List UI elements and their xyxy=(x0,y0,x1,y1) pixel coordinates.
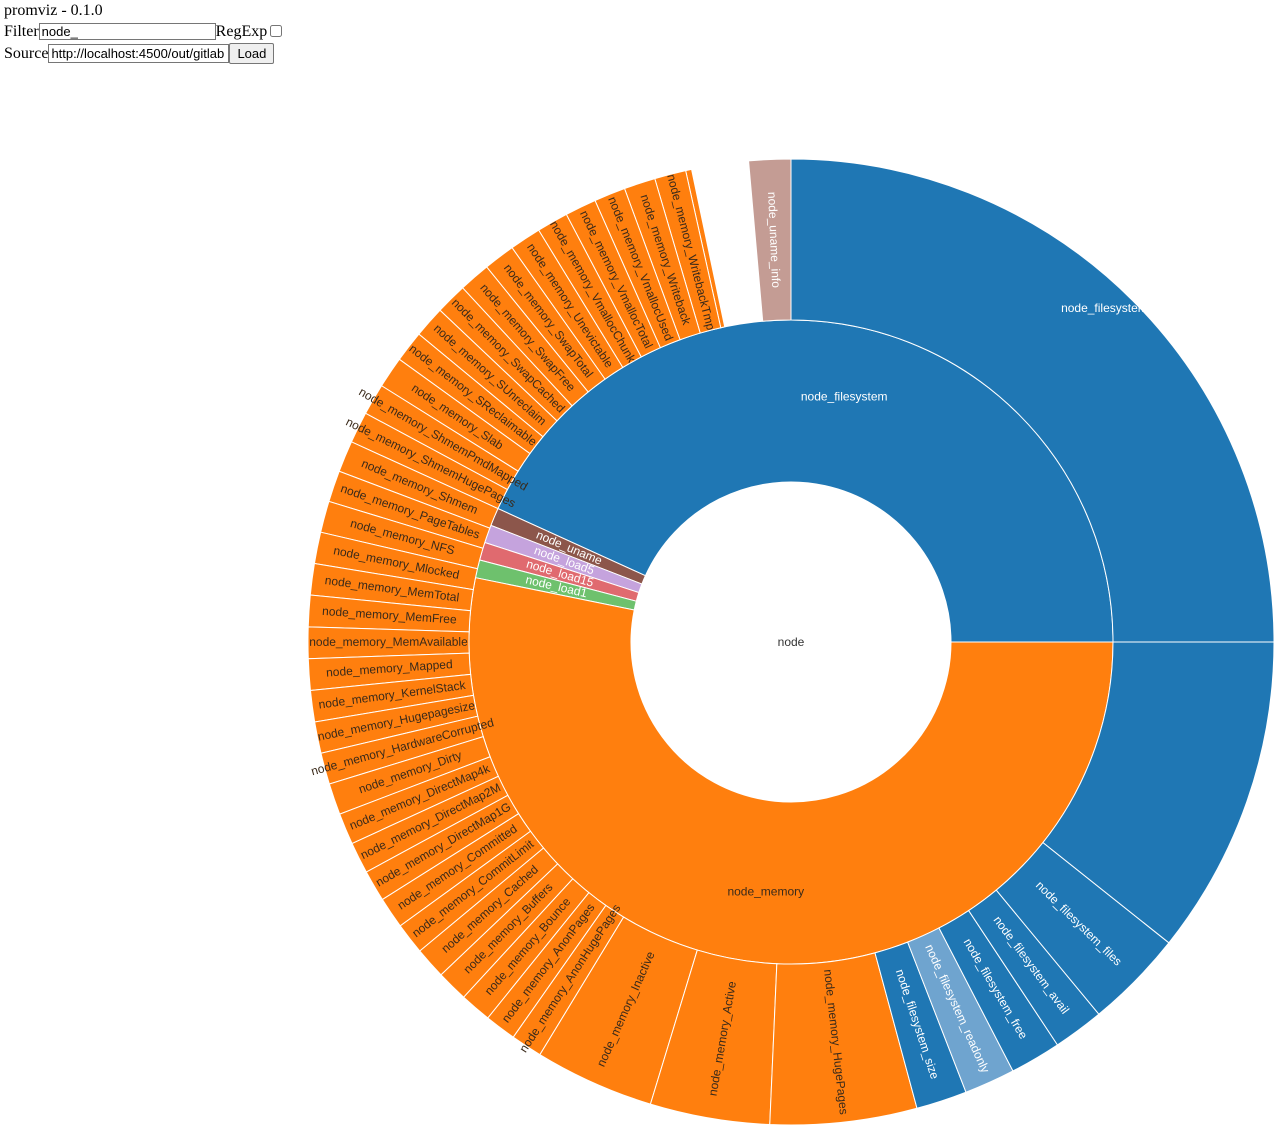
sunburst-segment-node_memory_DirectMap2M[interactable] xyxy=(351,775,509,873)
sunburst-segment-node_memory_PageTables[interactable] xyxy=(328,470,491,549)
sunburst-segment-node_filesystem_free[interactable] xyxy=(938,909,1059,1072)
sunburst-segment-node_memory_VmallocTotal[interactable] xyxy=(565,199,661,358)
sunburst-segment-node_memory_SwapTotal[interactable] xyxy=(485,247,606,393)
sunburst-center[interactable] xyxy=(631,482,951,802)
sunburst-segment-node_memory_MemAvailable[interactable] xyxy=(307,626,470,660)
sunburst-segment-node_memory_DirectMap1G[interactable] xyxy=(365,794,520,901)
sunburst-segment-node_memory_Mapped[interactable] xyxy=(307,652,472,692)
sunburst-segment-node_memory_CommitLimit[interactable] xyxy=(399,830,545,952)
sunburst-segment-node_memory_MemFree[interactable] xyxy=(307,594,472,633)
sunburst-segment-node_filesystem_device[interactable] xyxy=(1042,641,1275,944)
filter-input[interactable] xyxy=(38,23,216,40)
sunburst-segment-node_uname_info[interactable] xyxy=(748,158,792,322)
sunburst-segment-node_memory_SUnreclaim[interactable] xyxy=(418,309,558,438)
sunburst-segment-node_memory_WritebackTmp[interactable] xyxy=(654,170,722,334)
filter-row: Filter RegExp xyxy=(4,21,283,42)
sunburst-segment-node_memory_Cached[interactable] xyxy=(419,847,559,976)
sunburst-segment-node_memory_Slab[interactable] xyxy=(380,358,531,472)
sunburst-segment-node_memory_VmallocChunk[interactable] xyxy=(537,213,642,369)
sunburst-segment-node_memory_SwapCached[interactable] xyxy=(439,287,573,422)
sunburst-segment-node_memory_HardwareCorrupted[interactable] xyxy=(320,715,484,785)
sunburst-segment-node_memory_AnonPages[interactable] xyxy=(487,891,607,1038)
sunburst-segment-node_memory_Writeback[interactable] xyxy=(623,177,701,341)
sunburst-segment-node_filesystem_readonly[interactable] xyxy=(907,927,1014,1093)
load-button[interactable]: Load xyxy=(229,43,275,64)
sunburst-segment-node_memory_SwapFree[interactable] xyxy=(461,266,589,407)
sunburst-segment-node_memory_Mlocked[interactable] xyxy=(313,531,479,591)
title-row: promviz - 0.1.0 xyxy=(4,0,282,21)
regexp-checkbox[interactable] xyxy=(270,24,283,37)
sunburst-segment-node_filesystem_size[interactable] xyxy=(874,941,967,1109)
regexp-label: RegExp xyxy=(215,23,268,40)
sunburst-segment-node_memory_Dirty[interactable] xyxy=(328,736,491,815)
sunburst-segment-node_filesystem_avail[interactable] xyxy=(967,889,1100,1046)
sunburst-segment-node_memory_SReclaimable[interactable] xyxy=(398,333,544,455)
sunburst-segment-node_memory_ShmemPmdMapped[interactable] xyxy=(364,385,519,491)
sunburst-segment-node_filesystem_files[interactable] xyxy=(995,841,1170,1015)
app-title: promviz - 0.1.0 xyxy=(4,2,103,19)
sunburst-segment-node_memory_AnonHugePages[interactable] xyxy=(512,904,625,1056)
sunburst-segment-node_memory_Hugepagesize[interactable] xyxy=(314,694,479,754)
sunburst-segment-node_memory_Committed[interactable] xyxy=(381,812,532,927)
source-row: Source Load xyxy=(4,42,282,65)
sunburst-arcs xyxy=(307,158,1275,1126)
sunburst-segment-node_memory_Unevictable[interactable] xyxy=(511,229,624,380)
filter-label: Filter xyxy=(4,23,39,40)
sunburst-segment-node_filesystem_device[interactable] xyxy=(790,158,1275,643)
source-url-input[interactable] xyxy=(48,44,230,63)
sunburst-segment-node_memory_ShmemHugePages[interactable] xyxy=(350,412,509,510)
sunburst-segment-node_memory_KernelStack[interactable] xyxy=(309,673,475,723)
controls-panel: promviz - 0.1.0 Filter RegExp Source Loa… xyxy=(4,0,283,65)
sunburst-segment-node_memory_Active[interactable] xyxy=(649,949,778,1126)
sunburst-segment-node_memory_Inactive[interactable] xyxy=(539,916,698,1105)
sunburst-segment-node_memory_DirectMap4k[interactable] xyxy=(339,756,500,845)
sunburst-segment-node_memory_Bounce[interactable] xyxy=(462,878,590,1019)
sunburst-segment-node_memory_NFS[interactable] xyxy=(320,500,484,570)
sunburst-segment-node_memory_VmallocUsed[interactable] xyxy=(594,187,681,349)
sunburst-segment-node_memory_Shmem[interactable] xyxy=(338,441,499,529)
sunburst-segment-node_memory_Buffers[interactable] xyxy=(440,863,574,998)
source-label: Source xyxy=(4,45,49,62)
sunburst-segment-node_memory_HugePages[interactable] xyxy=(769,952,918,1126)
